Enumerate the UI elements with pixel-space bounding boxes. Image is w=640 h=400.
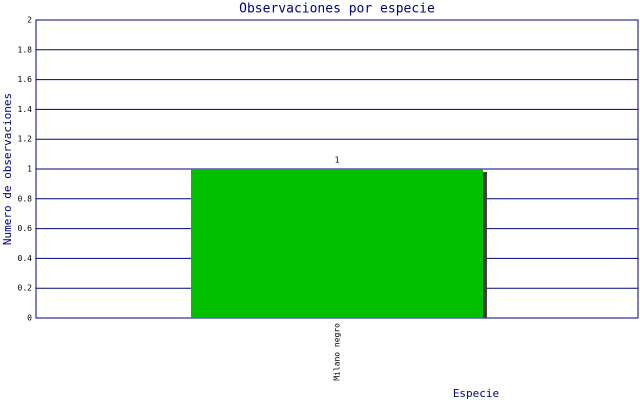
x-tick-label: Milano negro	[333, 323, 342, 381]
y-tick-label: 0.8	[18, 194, 33, 203]
y-tick-label: 1.2	[18, 135, 33, 144]
bar	[191, 169, 483, 318]
y-tick-label: 0.2	[18, 284, 33, 293]
y-tick-label: 2	[27, 16, 32, 25]
y-tick-label: 0.4	[18, 254, 33, 263]
chart-title: Observaciones por especie	[239, 2, 435, 17]
y-tick-label: 1.6	[18, 75, 33, 84]
y-tick-label: 0.6	[18, 224, 33, 233]
y-tick-label: 1.4	[18, 105, 33, 114]
value-label: 1	[335, 156, 340, 165]
y-tick-label: 1	[27, 165, 32, 174]
y-axis-title: Numero de observaciones	[1, 93, 14, 245]
y-tick-label: 1.8	[18, 45, 33, 54]
y-tick-label: 0	[27, 314, 32, 323]
x-axis-title: Especie	[453, 387, 499, 400]
